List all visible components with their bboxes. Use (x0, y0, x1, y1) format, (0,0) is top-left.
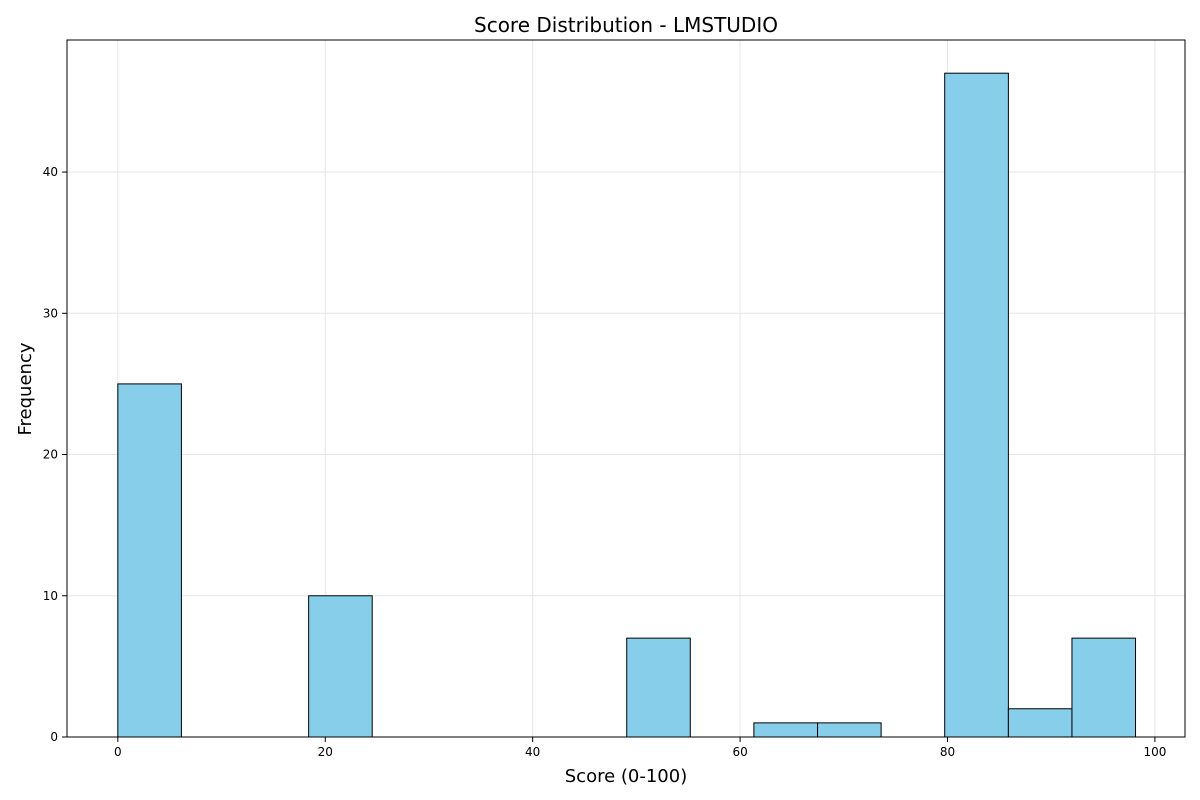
axis-ticks: 0 20 40 60 80 100 0 10 20 30 40 (43, 165, 1167, 759)
histogram-bars (117, 72, 1137, 738)
y-tick-label: 0 (50, 730, 58, 744)
plot-frame (66, 39, 1186, 738)
y-tick-label: 10 (43, 589, 58, 603)
histogram-bar-3 (308, 595, 373, 738)
chart-title: Score Distribution - LMSTUDIO (474, 13, 778, 37)
histogram-bar-11 (817, 722, 882, 738)
histogram-bar-0 (117, 383, 182, 738)
y-tick-label: 40 (43, 165, 58, 179)
x-tick-label: 0 (114, 745, 122, 759)
y-tick-label: 30 (43, 306, 58, 320)
histogram-bar-15 (1071, 637, 1137, 738)
x-tick-label: 100 (1143, 745, 1166, 759)
x-tick-label: 80 (940, 745, 955, 759)
histogram-bar-8 (626, 637, 691, 738)
histogram-bar-14 (1007, 708, 1073, 738)
x-axis-label: Score (0-100) (565, 766, 687, 787)
histogram-bar-10 (753, 722, 819, 738)
histogram-bar-13 (944, 72, 1009, 738)
x-tick-label: 20 (318, 745, 333, 759)
y-tick-label: 20 (43, 448, 58, 462)
y-axis-label: Frequency (15, 342, 36, 435)
x-tick-label: 40 (525, 745, 540, 759)
x-tick-label: 60 (732, 745, 747, 759)
